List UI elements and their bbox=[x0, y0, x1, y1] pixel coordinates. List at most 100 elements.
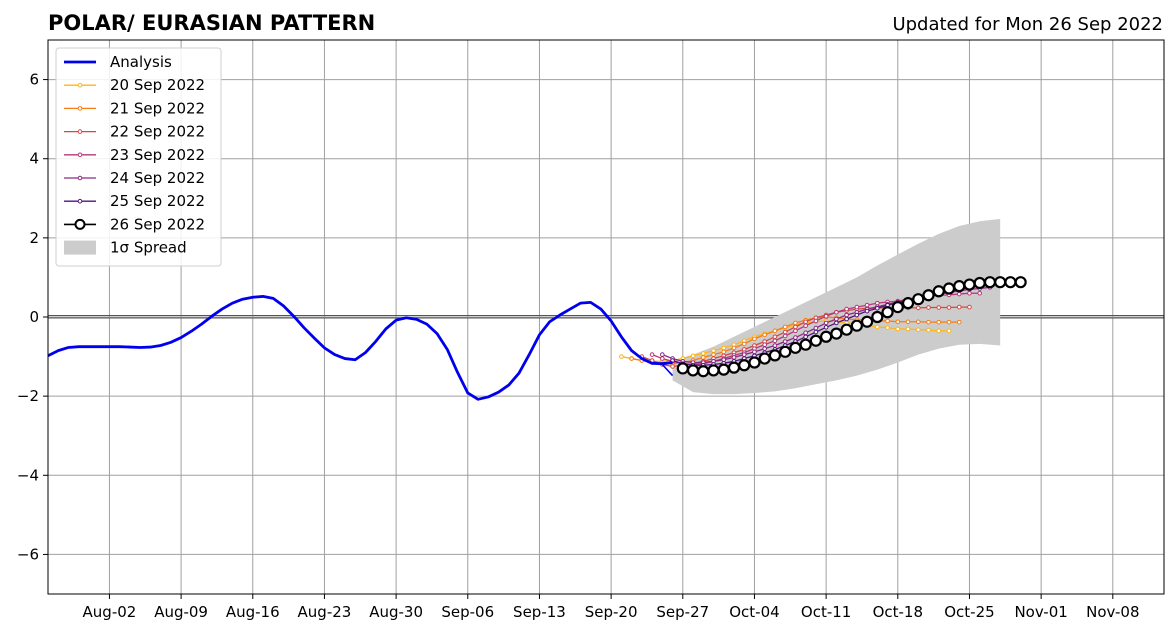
legend-box bbox=[55, 47, 222, 267]
forecast-marker bbox=[738, 359, 751, 372]
forecast-marker bbox=[793, 324, 798, 330]
x-tick-label: Nov-08 bbox=[1086, 603, 1139, 621]
forecast-marker bbox=[793, 320, 798, 326]
forecast-marker bbox=[983, 276, 997, 289]
legend-label: 20 Sep 2022 bbox=[110, 76, 205, 94]
forecast-marker bbox=[885, 325, 890, 330]
forecast-marker bbox=[676, 362, 689, 375]
forecast-marker bbox=[881, 306, 894, 319]
forecast-marker bbox=[752, 349, 757, 355]
legend-label: 25 Sep 2022 bbox=[110, 192, 205, 210]
forecast-marker bbox=[820, 330, 833, 343]
forecast-marker bbox=[1004, 276, 1017, 289]
x-tick-label: Sep-27 bbox=[656, 603, 709, 621]
forecast-marker bbox=[717, 363, 730, 376]
forecast-marker bbox=[895, 319, 901, 325]
forecast-marker bbox=[915, 305, 921, 311]
forecast-marker bbox=[875, 300, 880, 306]
forecast-marker bbox=[864, 308, 870, 314]
forecast-marker bbox=[956, 304, 962, 310]
forecast-marker bbox=[953, 280, 966, 293]
y-tick-label: 4 bbox=[29, 150, 39, 168]
forecast-marker bbox=[973, 276, 986, 290]
forecast-marker bbox=[711, 348, 716, 353]
y-tick-label: −6 bbox=[17, 545, 39, 563]
x-tick-label: Sep-06 bbox=[441, 603, 494, 621]
forecast-marker bbox=[779, 345, 792, 358]
forecast-marker bbox=[813, 325, 819, 331]
forecast-marker bbox=[967, 304, 972, 310]
forecast-marker bbox=[762, 346, 767, 351]
legend-swatch-marker bbox=[77, 129, 83, 134]
forecast-marker bbox=[758, 352, 771, 365]
forecast-marker bbox=[782, 329, 788, 335]
forecast-marker bbox=[834, 320, 839, 326]
forecast-marker bbox=[793, 335, 798, 340]
legend-label: 21 Sep 2022 bbox=[110, 99, 205, 117]
forecast-marker bbox=[803, 334, 808, 340]
forecast-marker bbox=[793, 328, 798, 334]
series-layer bbox=[619, 276, 1027, 378]
forecast-marker bbox=[885, 318, 890, 324]
forecast-marker bbox=[994, 276, 1007, 289]
forecast-marker bbox=[901, 297, 915, 310]
forecast-marker bbox=[803, 323, 808, 329]
forecast-marker bbox=[823, 324, 829, 330]
forecast-marker bbox=[789, 341, 802, 354]
forecast-marker bbox=[942, 282, 956, 295]
forecast-marker bbox=[731, 345, 737, 351]
x-tick-label: Aug-23 bbox=[298, 603, 352, 621]
analysis-layer bbox=[47, 295, 674, 401]
legend: Analysis 20 Sep 2022 21 Sep 2022 22 Sep 202… bbox=[55, 47, 222, 267]
forecast-marker bbox=[799, 338, 812, 351]
forecast-marker bbox=[782, 339, 788, 344]
forecast-marker bbox=[686, 364, 700, 377]
forecast-marker bbox=[670, 364, 675, 369]
forecast-marker bbox=[936, 328, 942, 334]
forecast-marker bbox=[768, 349, 782, 362]
forecast-marker bbox=[946, 305, 952, 310]
legend-label: 22 Sep 2022 bbox=[110, 123, 205, 141]
legend-swatch-marker bbox=[77, 198, 83, 204]
forecast-marker bbox=[762, 342, 767, 348]
forecast-marker bbox=[946, 319, 952, 325]
x-tick-label: Aug-09 bbox=[154, 603, 208, 621]
forecast-marker bbox=[772, 328, 778, 334]
y-tick-label: −2 bbox=[17, 387, 39, 405]
forecast-marker bbox=[936, 305, 942, 310]
chart-title: POLAR/ EURASIAN PATTERN bbox=[48, 11, 375, 35]
forecast-marker bbox=[731, 355, 737, 360]
forecast-marker bbox=[834, 316, 839, 322]
forecast-marker bbox=[813, 318, 819, 324]
forecast-marker bbox=[926, 305, 931, 310]
forecast-marker bbox=[721, 357, 727, 363]
analysis-line bbox=[47, 295, 673, 401]
forecast-marker bbox=[823, 320, 829, 326]
analysis-line-tail bbox=[661, 363, 674, 377]
forecast-marker bbox=[803, 330, 808, 336]
forecast-marker bbox=[629, 356, 634, 361]
forecast-marker bbox=[813, 329, 819, 335]
x-tick-label: Nov-01 bbox=[1014, 603, 1067, 621]
forecast-marker bbox=[741, 352, 747, 357]
forecast-marker bbox=[967, 290, 972, 296]
forecast-marker bbox=[823, 313, 829, 319]
forecast-marker bbox=[871, 310, 884, 324]
forecast-marker bbox=[844, 312, 849, 318]
forecast-marker bbox=[772, 334, 778, 340]
forecast-marker bbox=[690, 353, 696, 359]
forecast-marker bbox=[782, 333, 788, 339]
forecast-marker bbox=[830, 327, 843, 340]
x-tick-label: Aug-16 bbox=[226, 603, 280, 621]
y-tick-label: 0 bbox=[29, 308, 39, 326]
x-tick-label: Oct-25 bbox=[944, 603, 994, 621]
x-tick-label: Sep-20 bbox=[585, 603, 638, 621]
forecast-marker bbox=[912, 293, 925, 306]
legend-label: Analysis bbox=[110, 53, 172, 71]
legend-swatch-spread bbox=[64, 240, 96, 255]
forecast-marker bbox=[936, 319, 942, 325]
chart-subtitle: Updated for Mon 26 Sep 2022 bbox=[892, 14, 1163, 35]
forecast-marker bbox=[721, 345, 727, 351]
forecast-marker bbox=[977, 290, 983, 296]
